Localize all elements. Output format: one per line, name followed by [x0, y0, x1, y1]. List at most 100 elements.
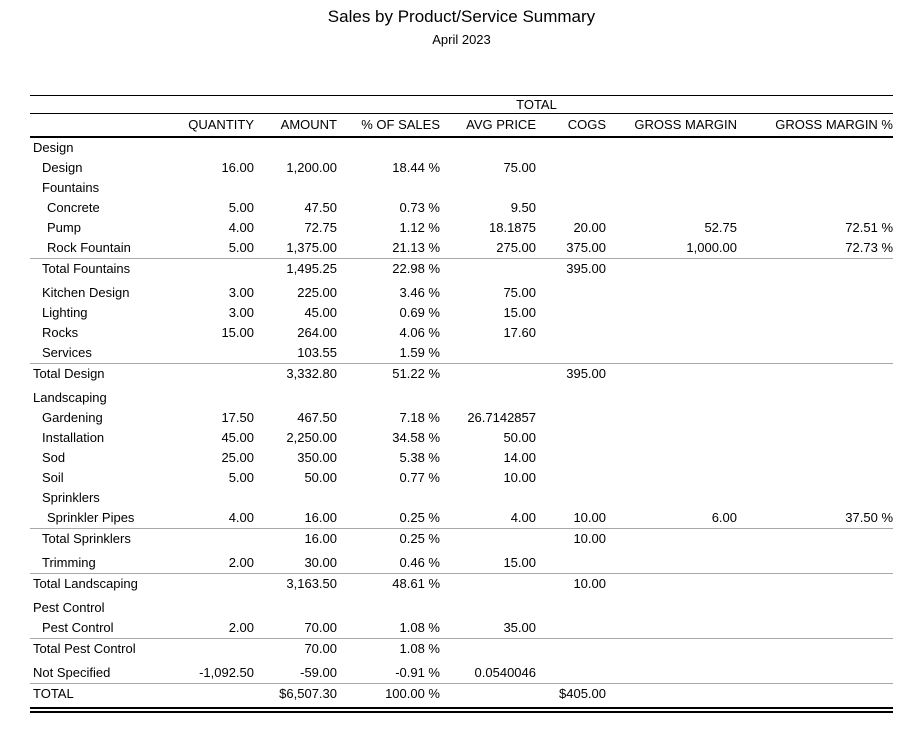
table-row: Total Sprinklers 16.00 0.25 % 10.00 [30, 528, 893, 549]
table-row: Sod 25.00 350.00 5.38 % 14.00 [30, 448, 893, 468]
cell-cogs: 20.00 [573, 220, 606, 235]
cell-cogs: 395.00 [566, 366, 606, 381]
cell-amount: 70.00 [304, 641, 337, 656]
cell-cogs [536, 598, 606, 618]
cell-gross-margin [606, 663, 737, 683]
cell-gross-margin-pct [737, 178, 893, 198]
cell-cogs [536, 639, 606, 659]
cell-quantity [180, 388, 254, 408]
cell-pct-of-sales: 0.73 % [399, 200, 440, 215]
cell-gross-margin-pct [737, 574, 893, 594]
row-label: Rock Fountain [47, 240, 131, 255]
table-row: Landscaping [30, 388, 893, 408]
cell-pct-of-sales: 5.38 % [399, 450, 440, 465]
cell-cogs [536, 663, 606, 683]
cell-cogs: 395.00 [566, 261, 606, 276]
cell-gross-margin [606, 684, 737, 704]
cell-pct-of-sales: 0.25 % [399, 531, 440, 546]
cell-amount: 2,250.00 [286, 430, 337, 445]
table-row: Total Pest Control 70.00 1.08 % [30, 638, 893, 659]
cell-cogs [536, 138, 606, 158]
row-label: Not Specified [33, 665, 111, 680]
cell-quantity [180, 574, 254, 594]
table-row: Design 16.00 1,200.00 18.44 % 75.00 [30, 158, 893, 178]
cell-gross-margin [606, 178, 737, 198]
cell-cogs: 10.00 [573, 576, 606, 591]
cell-gross-margin-pct [737, 618, 893, 638]
cell-quantity: 17.50 [221, 410, 254, 425]
cell-quantity: 5.00 [228, 470, 254, 485]
cell-amount: 3,163.50 [286, 576, 337, 591]
cell-amount [254, 488, 337, 508]
cell-amount [254, 178, 337, 198]
row-label: Pump [47, 220, 81, 235]
report-date-range: April 2023 [432, 32, 491, 47]
cell-pct-of-sales: 100.00 % [385, 686, 440, 701]
cell-gross-margin [606, 323, 737, 343]
cell-gross-margin [606, 198, 737, 218]
cell-amount: 225.00 [297, 285, 337, 300]
cell-cogs [536, 448, 606, 468]
cell-pct-of-sales: 18.44 % [392, 160, 440, 175]
cell-pct-of-sales [337, 138, 440, 158]
cell-avg-price: 14.00 [503, 450, 536, 465]
cell-amount: 3,332.80 [286, 366, 337, 381]
cell-gross-margin-pct [737, 663, 893, 683]
cell-amount: 50.00 [304, 470, 337, 485]
cell-quantity: 15.00 [221, 325, 254, 340]
cell-gross-margin [606, 639, 737, 659]
cell-pct-of-sales: 3.46 % [399, 285, 440, 300]
table-row: Not Specified -1,092.50 -59.00 -0.91 % 0.054… [30, 663, 893, 683]
cell-quantity [180, 639, 254, 659]
column-header-gross-margin: GROSS MARGIN [634, 117, 737, 132]
cell-pct-of-sales: 0.77 % [399, 470, 440, 485]
cell-gross-margin [606, 574, 737, 594]
row-label: TOTAL [33, 686, 74, 701]
cell-cogs: 375.00 [566, 240, 606, 255]
cell-gross-margin [606, 138, 737, 158]
cell-gross-margin [606, 553, 737, 573]
cell-amount: $6,507.30 [279, 686, 337, 701]
cell-amount: 467.50 [297, 410, 337, 425]
cell-cogs [536, 618, 606, 638]
table-row: Kitchen Design 3.00 225.00 3.46 % 75.00 [30, 283, 893, 303]
cell-gross-margin-pct [737, 598, 893, 618]
cell-gross-margin [606, 303, 737, 323]
cell-pct-of-sales [337, 488, 440, 508]
cell-quantity [180, 343, 254, 363]
cell-pct-of-sales: 0.69 % [399, 305, 440, 320]
row-label: Sod [42, 450, 66, 465]
cell-avg-price [440, 488, 536, 508]
table-row: Rocks 15.00 264.00 4.06 % 17.60 [30, 323, 893, 343]
table-row: Trimming 2.00 30.00 0.46 % 15.00 [30, 553, 893, 573]
cell-gross-margin [606, 598, 737, 618]
cell-quantity: 5.00 [228, 240, 254, 255]
cell-gross-margin-pct [737, 684, 893, 704]
cell-avg-price: 15.00 [503, 555, 536, 570]
cell-gross-margin-pct [737, 468, 893, 488]
cell-avg-price [440, 138, 536, 158]
cell-cogs [536, 343, 606, 363]
column-header-blank [30, 114, 180, 136]
cell-gross-margin: 52.75 [704, 220, 737, 235]
row-label: Kitchen Design [42, 285, 130, 300]
cell-quantity [180, 364, 254, 384]
cell-quantity [180, 598, 254, 618]
cell-avg-price: 35.00 [503, 620, 536, 635]
row-label: Total Pest Control [33, 641, 136, 656]
cell-gross-margin-pct [737, 283, 893, 303]
cell-cogs: 10.00 [573, 510, 606, 525]
cell-cogs [536, 468, 606, 488]
cell-amount: 1,495.25 [286, 261, 337, 276]
cell-quantity: 2.00 [228, 620, 254, 635]
cell-avg-price: 0.0540046 [474, 665, 536, 680]
cell-amount: -59.00 [300, 665, 337, 680]
cell-amount: 45.00 [304, 305, 337, 320]
cell-gross-margin [606, 388, 737, 408]
cell-gross-margin-pct [737, 158, 893, 178]
cell-gross-margin [606, 618, 737, 638]
cell-pct-of-sales: 4.06 % [399, 325, 440, 340]
cell-cogs [536, 178, 606, 198]
cell-quantity [180, 488, 254, 508]
report-rows: Design Design 16.00 1,200.00 18.44 % 75.00 Fou… [30, 138, 893, 704]
